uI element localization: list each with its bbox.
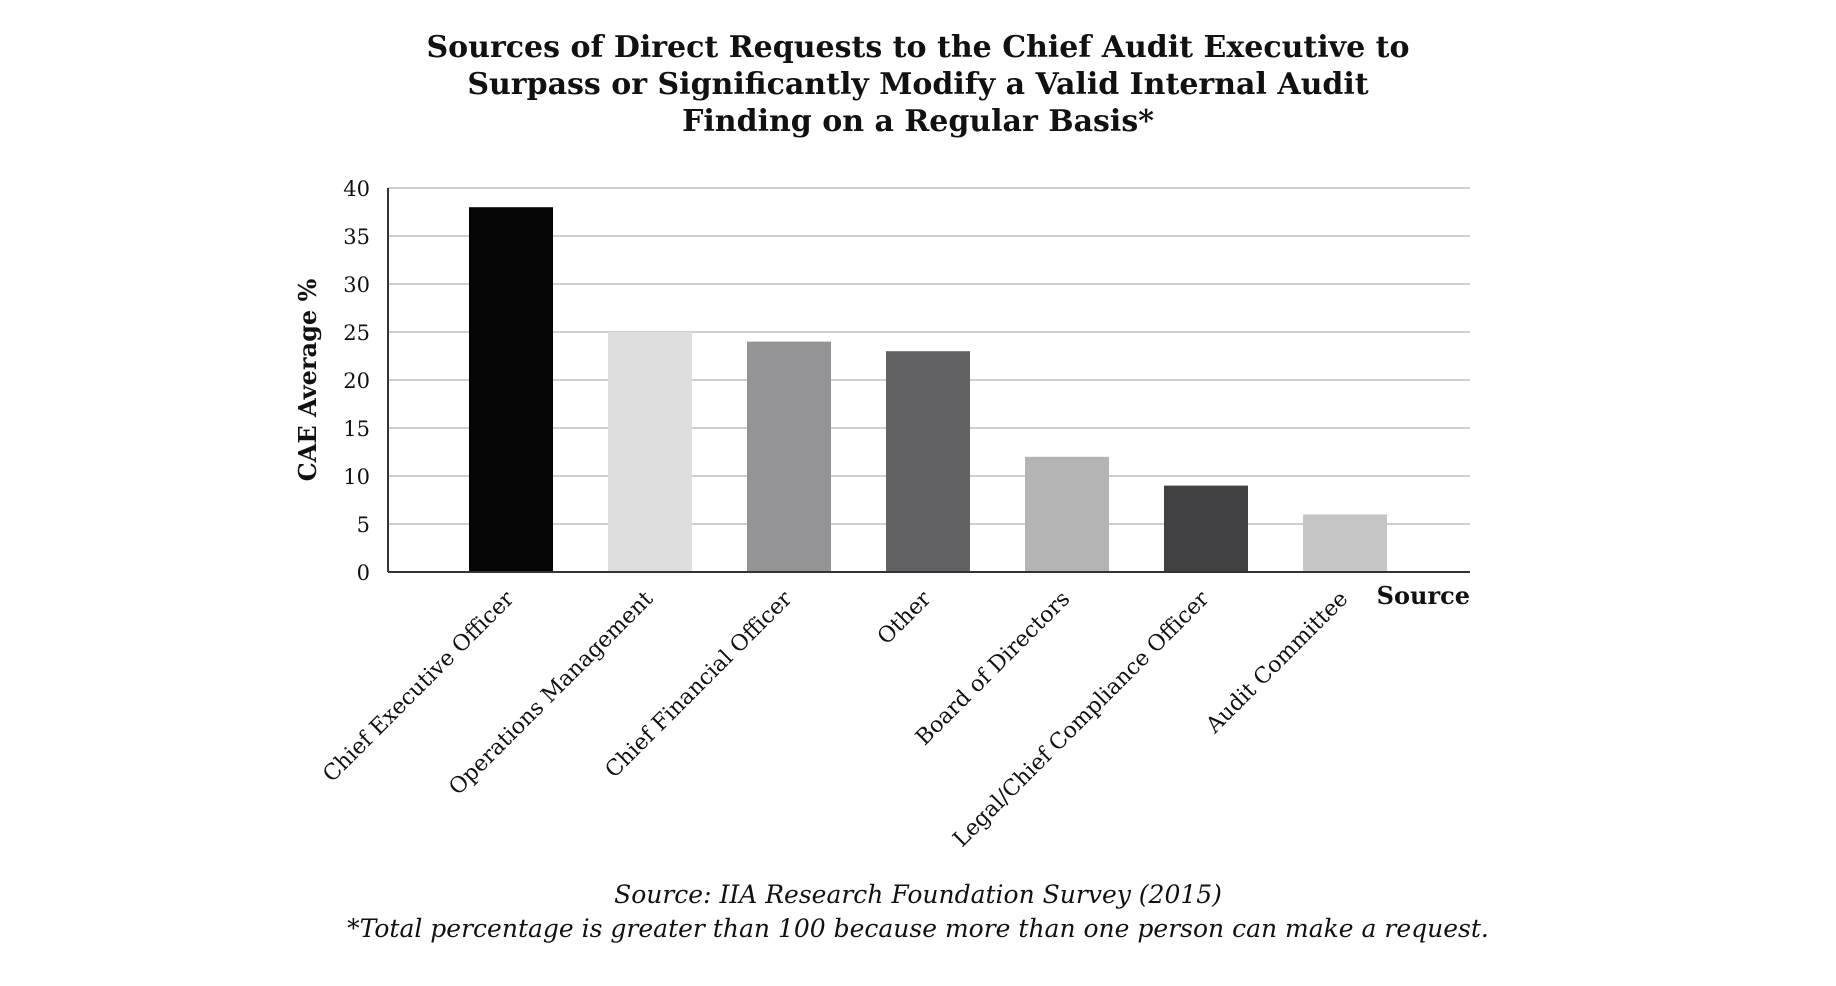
y-tick-label: 20 [343, 369, 370, 393]
y-tick-label: 35 [343, 225, 370, 249]
footnote: *Total percentage is greater than 100 be… [347, 914, 1489, 943]
y-tick-label: 0 [357, 561, 370, 585]
y-tick-label: 5 [357, 513, 370, 537]
y-axis-title: CAE Average % [293, 278, 322, 481]
y-tick-label: 40 [343, 177, 370, 201]
x-tick-label: Board of Directors [911, 587, 1075, 751]
bar [608, 332, 692, 572]
bar [1025, 456, 1109, 572]
bar [1164, 485, 1248, 572]
y-tick-label: 10 [343, 465, 370, 489]
x-tick-label: Audit Committee [1201, 587, 1353, 739]
y-tick-label: 15 [343, 417, 370, 441]
chart-title-line-1: Sources of Direct Requests to the Chief … [427, 30, 1410, 65]
y-axis-ticks: 0 5 10 15 20 25 30 35 40 [343, 177, 370, 585]
bar [747, 341, 831, 572]
bars [469, 207, 1387, 572]
bar [886, 351, 970, 572]
x-tick-label: Other [873, 586, 937, 650]
y-tick-label: 30 [343, 273, 370, 297]
y-tick-label: 25 [343, 321, 370, 345]
chart-title: Sources of Direct Requests to the Chief … [427, 30, 1410, 139]
bar [1303, 514, 1387, 572]
x-tick-label: Legal/Chief Compliance Officer [949, 586, 1215, 852]
bar [469, 207, 553, 572]
chart-title-line-3: Finding on a Regular Basis* [682, 104, 1154, 139]
x-axis-title: Source [1377, 581, 1470, 610]
source-note: Source: IIA Research Foundation Survey (… [614, 880, 1222, 909]
chart-title-line-2: Surpass or Significantly Modify a Valid … [467, 67, 1368, 102]
